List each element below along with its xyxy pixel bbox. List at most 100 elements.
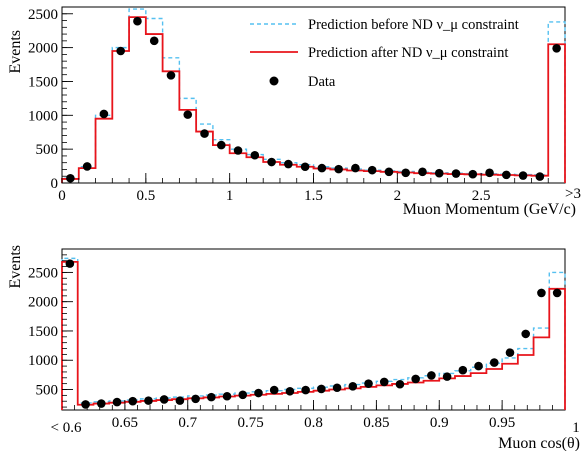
- momentum-data-point: [485, 168, 494, 178]
- legend-item-before: Prediction before ND ν_μ constraint: [250, 17, 519, 33]
- cos-theta-data-point: [332, 383, 342, 393]
- cos-theta-x-tick-label: 0.95: [489, 415, 515, 431]
- cos-theta-data-point: [537, 288, 546, 298]
- cos-theta-y-ticks: 500 1000 1500 2000 2500: [28, 254, 73, 408]
- momentum-data-points: [66, 16, 561, 183]
- cos-theta-data-point: [144, 396, 153, 405]
- cos-theta-y-tick-label: 2500: [28, 265, 58, 281]
- momentum-y-tick-label: 1500: [28, 74, 58, 90]
- cos-theta-x-tick-label: 0.65: [112, 415, 138, 431]
- momentum-y-tick-label: 500: [36, 142, 59, 158]
- momentum-data-point: [418, 167, 427, 177]
- legend-item-after: Prediction after ND ν_μ constraint: [250, 45, 508, 61]
- cos-theta-prediction-before-line: [61, 257, 566, 410]
- cos-theta-data-point: [285, 386, 295, 396]
- cos-theta-data-point: [238, 390, 248, 400]
- cos-theta-data-point: [489, 358, 499, 367]
- cos-theta-x-tick-label: 0.75: [238, 415, 264, 431]
- momentum-x-axis-title: Muon Momentum (GeV/c): [403, 201, 576, 218]
- cos-theta-data-point: [65, 259, 75, 268]
- cos-theta-data-point: [301, 385, 310, 395]
- cos-theta-y-tick-label: 2000: [28, 295, 58, 311]
- cos-theta-data-point: [175, 396, 185, 405]
- momentum-data-point: [250, 150, 260, 160]
- momentum-data-point: [116, 46, 125, 56]
- cos-theta-data-point: [254, 388, 263, 398]
- cos-theta-prediction-after-line: [61, 260, 566, 410]
- cos-theta-y-tick-label: 500: [36, 383, 59, 399]
- momentum-panel: 0 0.5 1 1.5 2 2.5 0 500 1000 1500 2000 2500 >3 Eve…: [7, 6, 581, 218]
- momentum-data-point: [300, 162, 310, 172]
- cos-theta-data-point: [317, 384, 326, 394]
- momentum-data-point: [434, 168, 444, 178]
- momentum-data-point: [317, 163, 327, 173]
- momentum-data-point: [284, 159, 293, 169]
- momentum-y-tick-label: 1000: [28, 108, 58, 124]
- momentum-data-point: [267, 157, 276, 167]
- momentum-y-axis-title: Events: [7, 30, 24, 74]
- momentum-data-point: [367, 165, 377, 175]
- momentum-x-tick-label: 1: [226, 188, 234, 204]
- momentum-data-point: [401, 168, 411, 178]
- cos-theta-y-tick-label: 1500: [28, 324, 58, 340]
- momentum-data-point: [200, 129, 209, 138]
- momentum-data-point: [149, 36, 159, 46]
- momentum-y-ticks: 0 500 1000 1500 2000 2500: [28, 7, 73, 192]
- momentum-overflow-label: >3: [565, 186, 581, 202]
- momentum-x-tick-label: 2: [394, 188, 402, 204]
- cos-theta-data-point: [395, 379, 405, 389]
- momentum-data-point: [82, 162, 92, 171]
- cos-theta-data-point: [505, 348, 515, 357]
- momentum-x-tick-label: 1.5: [304, 188, 323, 204]
- legend-label-after: Prediction after ND ν_μ constraint: [308, 45, 508, 61]
- momentum-data-point: [502, 170, 511, 180]
- momentum-x-tick-label: 0: [58, 188, 66, 204]
- cos-theta-data-point: [96, 399, 106, 408]
- momentum-x-ticks: 0 0.5 1 1.5 2 2.5: [58, 173, 549, 204]
- momentum-data-point: [183, 110, 193, 119]
- momentum-data-point: [334, 164, 343, 174]
- cos-theta-last-tick-label: 1: [572, 420, 580, 436]
- momentum-data-point: [351, 163, 360, 173]
- cos-theta-first-tick-label: < 0.6: [51, 420, 82, 436]
- cos-theta-data-point: [159, 395, 169, 404]
- cos-theta-data-point: [552, 288, 562, 298]
- cos-theta-data-points: [65, 259, 562, 409]
- momentum-data-point: [216, 140, 226, 150]
- cos-theta-x-tick-label: 0.85: [363, 415, 389, 431]
- cos-theta-x-tick-label: 0.7: [178, 415, 197, 431]
- cos-theta-x-tick-label: 0.8: [304, 415, 323, 431]
- cos-theta-series-before-path: [61, 257, 566, 410]
- momentum-data-point: [468, 169, 478, 179]
- cos-theta-series-after-path: [61, 260, 566, 410]
- momentum-y-tick-label: 2000: [28, 41, 58, 57]
- cos-theta-y-axis-title: Events: [7, 245, 24, 289]
- momentum-y-tick-label: 0: [51, 176, 59, 192]
- cos-theta-y-tick-label: 1000: [28, 353, 58, 369]
- cos-theta-data-point: [112, 397, 122, 407]
- cos-theta-data-point: [427, 371, 436, 380]
- cos-theta-data-point: [269, 385, 279, 395]
- cos-theta-x-axis-title: Muon cos(θ): [498, 435, 580, 451]
- legend: Prediction before ND ν_μ constraint Pred…: [250, 17, 519, 90]
- cos-theta-data-point: [128, 396, 138, 406]
- momentum-data-point: [66, 173, 75, 183]
- cos-theta-data-point: [411, 374, 420, 384]
- cos-theta-data-point: [442, 372, 452, 381]
- cos-theta-data-point: [379, 377, 389, 387]
- cos-theta-data-point: [458, 365, 468, 375]
- momentum-x-tick-label: 2.5: [472, 188, 491, 204]
- legend-marker-data: [269, 76, 279, 86]
- momentum-data-point: [384, 167, 394, 177]
- cos-theta-data-point: [207, 392, 216, 402]
- momentum-data-point: [233, 146, 243, 155]
- legend-label-data: Data: [308, 74, 336, 90]
- cos-theta-data-point: [364, 379, 373, 388]
- momentum-data-point: [451, 169, 461, 178]
- cos-theta-data-point: [348, 381, 358, 391]
- momentum-data-point: [552, 43, 561, 53]
- cos-theta-data-point: [81, 400, 90, 409]
- cos-theta-x-ticks: 0.65 0.7 0.75 0.8 0.85 0.9 0.95: [74, 400, 553, 431]
- cos-theta-data-point: [222, 391, 232, 401]
